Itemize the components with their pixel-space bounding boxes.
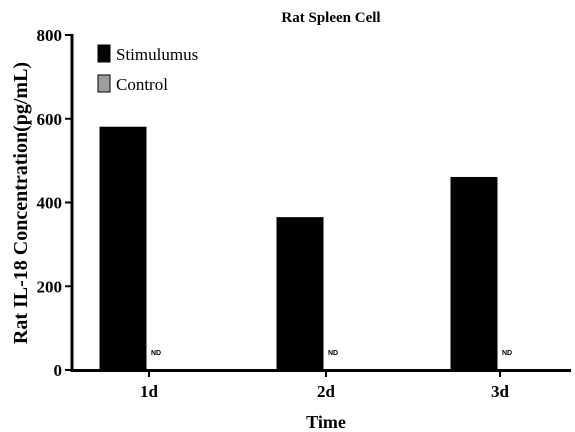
legend: Stimulumus Control	[97, 44, 198, 94]
bar-stimulumus	[99, 126, 147, 370]
x-axis-label: Time	[306, 412, 346, 432]
nd-annotation: ND	[151, 350, 161, 357]
legend-label-control: Control	[116, 75, 168, 94]
bar-stimulumus	[450, 176, 498, 370]
legend-swatch-stimulumus	[97, 44, 111, 63]
x-tick-label: 3d	[491, 382, 510, 401]
y-tick-label: 200	[37, 277, 63, 296]
x-tick-label: 2d	[317, 382, 336, 401]
legend-label-stimulumus: Stimulumus	[116, 45, 198, 64]
y-tick-label: 400	[37, 194, 63, 213]
bar-stimulumus	[276, 217, 324, 370]
chart-title: Rat Spleen Cell	[281, 10, 380, 26]
x-axis-ticks: 1d 2d 3d	[140, 370, 510, 401]
legend-swatch-control	[97, 74, 111, 93]
y-tick-label: 0	[54, 361, 63, 380]
y-axis-ticks: 0 200 400 600 800	[37, 26, 72, 380]
y-axis-label: Rat IL-18 Concentration(pg/mL)	[10, 62, 32, 344]
y-tick-label: 800	[37, 26, 63, 45]
nd-annotation: ND	[502, 350, 512, 357]
nd-annotations: ND ND ND	[151, 350, 512, 357]
y-tick-label: 600	[37, 110, 63, 129]
x-tick-label: 1d	[140, 382, 159, 401]
bars	[99, 126, 498, 370]
nd-annotation: ND	[328, 350, 338, 357]
